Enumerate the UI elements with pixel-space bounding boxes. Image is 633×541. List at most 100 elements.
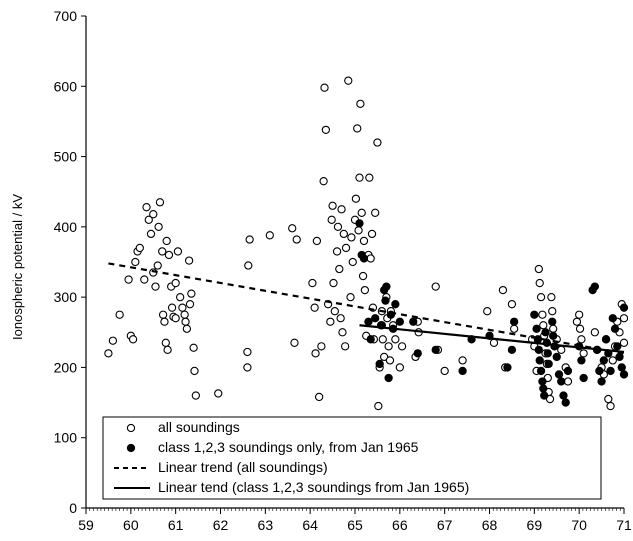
legend: all soundings class 1,2,3 soundings only…	[102, 416, 602, 500]
point-all-soundings	[340, 342, 350, 351]
x-tick-label: 63	[258, 517, 274, 533]
point-class-soundings	[563, 366, 573, 376]
point-all-soundings	[483, 307, 492, 316]
point-class-soundings	[359, 254, 369, 263]
legend-box	[102, 416, 602, 500]
point-class-soundings	[540, 391, 549, 400]
point-all-soundings	[536, 292, 546, 302]
point-all-soundings	[440, 366, 449, 376]
point-all-soundings	[162, 236, 171, 246]
point-class-soundings	[595, 366, 604, 376]
y-tick-label: 400	[54, 219, 78, 235]
point-all-soundings	[187, 289, 196, 298]
point-all-soundings	[378, 335, 387, 344]
point-class-soundings	[608, 314, 617, 323]
point-all-soundings	[347, 233, 356, 242]
point-all-soundings	[367, 229, 377, 239]
point-all-soundings	[360, 285, 370, 295]
point-all-soundings	[575, 324, 585, 333]
point-all-soundings	[154, 222, 163, 232]
point-all-soundings	[385, 356, 395, 365]
point-all-soundings	[115, 310, 124, 319]
x-tick-label: 64	[302, 517, 318, 533]
point-all-soundings	[328, 201, 337, 210]
point-all-soundings	[158, 310, 168, 319]
point-all-soundings	[173, 247, 183, 256]
point-all-soundings	[510, 324, 519, 333]
point-all-soundings	[577, 335, 586, 344]
marks	[104, 76, 629, 411]
point-all-soundings	[355, 173, 364, 182]
point-all-soundings	[374, 401, 383, 411]
point-class-soundings	[619, 370, 629, 379]
point-all-soundings	[158, 247, 167, 256]
legend-label-all-soundings: all soundings	[158, 419, 240, 435]
point-all-soundings	[539, 321, 548, 330]
point-all-soundings	[128, 335, 138, 344]
point-all-soundings	[144, 215, 153, 224]
point-all-soundings	[178, 303, 187, 312]
point-all-soundings	[171, 314, 180, 323]
point-all-soundings	[507, 300, 517, 309]
point-all-soundings	[365, 173, 374, 182]
point-all-soundings	[557, 345, 566, 355]
point-all-soundings	[104, 349, 113, 358]
x-tick-label: 69	[527, 517, 543, 533]
point-all-soundings	[354, 226, 363, 235]
point-all-soundings	[135, 243, 144, 253]
x-tick-label: 67	[437, 517, 453, 533]
point-all-soundings	[314, 392, 324, 402]
point-all-soundings	[140, 275, 149, 284]
point-all-soundings	[151, 282, 160, 291]
point-class-soundings	[382, 282, 391, 291]
trend-lines	[108, 262, 625, 355]
point-class-soundings	[409, 317, 418, 326]
point-all-soundings	[167, 303, 177, 312]
point-all-soundings	[160, 317, 169, 326]
point-all-soundings	[311, 349, 320, 358]
point-class-soundings	[375, 359, 384, 369]
x-tick-label: 59	[78, 517, 94, 533]
point-all-soundings	[338, 328, 347, 337]
point-all-soundings	[337, 205, 346, 214]
point-all-soundings	[180, 310, 189, 319]
point-all-soundings	[366, 254, 375, 263]
legend-label-class-soundings: class 1,2,3 soundings only, from Jan 196…	[158, 439, 419, 455]
point-class-soundings	[431, 345, 440, 355]
point-all-soundings	[373, 138, 382, 147]
x-tick-label: 71	[616, 517, 632, 533]
point-all-soundings	[155, 198, 165, 207]
point-all-soundings	[290, 338, 299, 347]
point-class-soundings	[610, 324, 620, 333]
point-all-soundings	[489, 338, 499, 347]
point-class-soundings	[538, 377, 547, 386]
point-all-soundings	[356, 99, 365, 109]
point-all-soundings	[548, 307, 557, 316]
point-class-soundings	[597, 377, 606, 386]
point-all-soundings	[320, 83, 329, 92]
point-all-soundings	[346, 292, 355, 302]
point-all-soundings	[327, 215, 336, 224]
point-all-soundings	[534, 264, 543, 274]
point-all-soundings	[161, 338, 170, 347]
point-class-soundings	[535, 356, 544, 365]
point-class-soundings	[577, 356, 586, 365]
point-all-soundings	[185, 300, 195, 309]
point-class-soundings	[533, 335, 543, 344]
legend-filled-circle-marker	[126, 443, 136, 453]
point-all-soundings	[124, 275, 133, 284]
y-tick-label: 500	[54, 149, 78, 165]
point-all-soundings	[498, 285, 508, 295]
y-tick-label: 300	[54, 289, 78, 305]
x-tick-label: 68	[482, 517, 498, 533]
x-tick-label: 61	[168, 517, 184, 533]
point-all-soundings	[358, 271, 368, 281]
y-tick-label: 600	[54, 78, 78, 94]
x-tick-label: 60	[123, 517, 139, 533]
point-all-soundings	[397, 342, 407, 351]
y-tick-label: 700	[54, 8, 78, 24]
point-all-soundings	[535, 278, 544, 288]
point-class-soundings	[384, 373, 393, 383]
point-class-soundings	[599, 356, 608, 365]
point-all-soundings	[244, 261, 253, 270]
